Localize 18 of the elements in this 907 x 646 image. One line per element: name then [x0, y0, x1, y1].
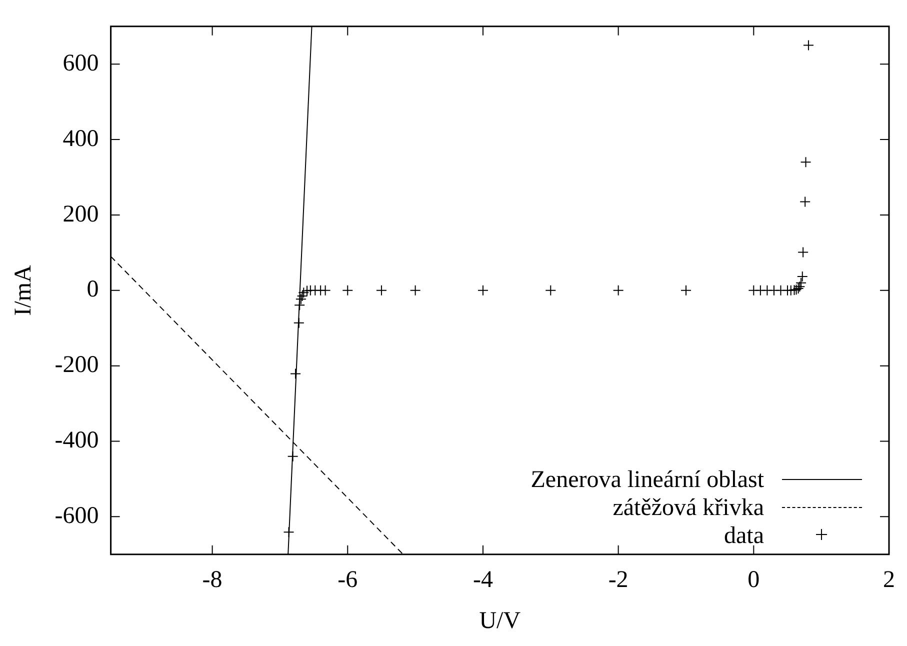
x-axis-title: U/V: [479, 608, 522, 634]
y-tick-label: -200: [54, 352, 99, 378]
y-tick-label: 400: [62, 126, 99, 152]
x-tick-label: 2: [883, 567, 895, 594]
x-tick-label: 0: [748, 567, 760, 594]
x-tick-label: -8: [202, 567, 222, 594]
legend-label: Zenerova lineární oblast: [530, 466, 764, 494]
legend-label: zátěžová křivka: [612, 494, 764, 522]
y-axis-title: I/mA: [10, 264, 37, 316]
legend-label: data: [724, 522, 764, 550]
x-tick-label: -4: [472, 567, 493, 594]
y-tick-label: 600: [62, 50, 99, 76]
y-tick-label: 200: [62, 201, 99, 228]
y-tick-label: -600: [54, 502, 99, 529]
x-tick-label: -6: [338, 567, 358, 594]
y-tick-label: -400: [54, 428, 99, 454]
y-tick-label: 0: [86, 276, 99, 303]
x-tick-label: -2: [608, 567, 628, 594]
